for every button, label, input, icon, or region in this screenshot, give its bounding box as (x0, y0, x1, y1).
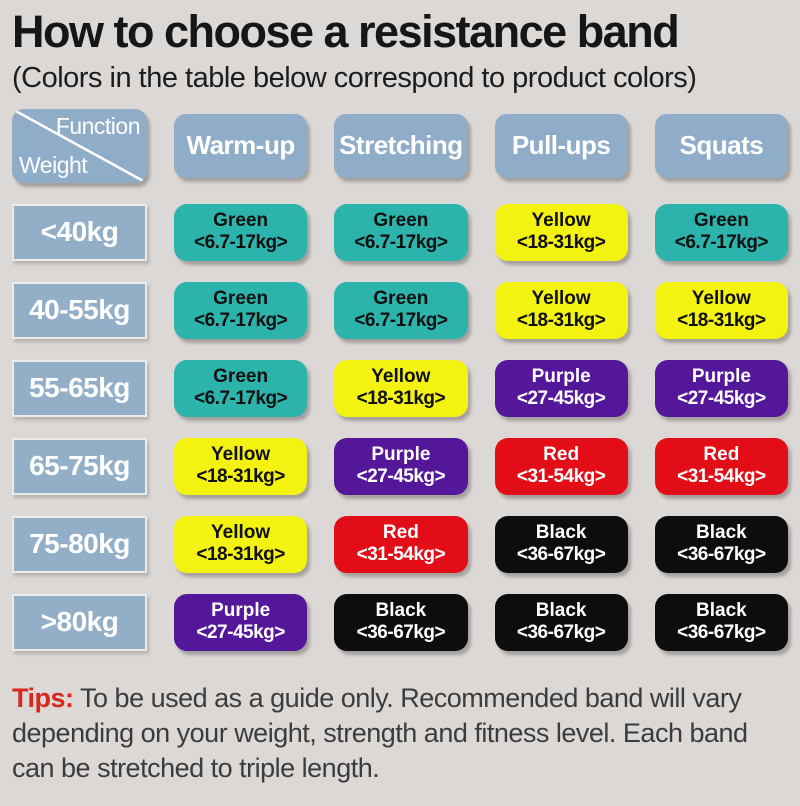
band-color-name: Red (703, 443, 740, 465)
band-color-name: Yellow (691, 287, 751, 309)
weight-cell: >80kg (12, 593, 147, 651)
column-header-warm-up: Warm-up (174, 113, 308, 178)
band-color-name: Yellow (211, 443, 271, 465)
band-color-name: Black (535, 521, 587, 543)
column-header-squats: Squats (654, 113, 788, 178)
band-cell: Black <36-67kg> (334, 593, 468, 651)
page-title: How to choose a resistance band (12, 6, 680, 57)
infographic-page: How to choose a resistance band (Colors … (0, 6, 800, 806)
band-color-name: Red (382, 521, 419, 543)
band-cell: Purple <27-45kg> (334, 437, 468, 495)
band-cell: Red <31-54kg> (334, 515, 468, 573)
band-weight-range: <27-45kg> (516, 388, 606, 410)
column-header-stretching: Stretching (334, 113, 468, 178)
weight-cell: <40kg (12, 203, 147, 261)
diagonal-divider-line (12, 108, 147, 183)
band-weight-range: <6.7-17kg> (674, 232, 769, 254)
weight-cell: 65-75kg (12, 437, 147, 495)
band-color-name: Purple (371, 443, 431, 465)
band-weight-range: <31-54kg> (516, 466, 606, 488)
band-color-name: Green (213, 209, 269, 231)
band-cell: Green <6.7-17kg> (334, 203, 468, 261)
corner-function-label: Function (55, 112, 141, 139)
band-cell: Green <6.7-17kg> (174, 203, 308, 261)
band-cell: Purple <27-45kg> (654, 359, 788, 417)
band-weight-range: <18-31kg> (516, 232, 606, 254)
page-subtitle: (Colors in the table below correspond to… (12, 61, 697, 94)
band-weight-range: <27-45kg> (356, 466, 446, 488)
band-cell: Purple <27-45kg> (494, 359, 628, 417)
band-cell: Yellow <18-31kg> (174, 515, 308, 573)
band-weight-range: <18-31kg> (677, 310, 766, 332)
band-color-name: Green (213, 287, 269, 309)
band-color-name: Black (696, 599, 747, 621)
corner-header-cell: Function Weight (12, 108, 147, 183)
band-color-name: Black (696, 521, 747, 543)
tips-text: To be used as a guide only. Recommended … (12, 682, 748, 783)
band-weight-range: <36-67kg> (516, 622, 606, 644)
band-weight-range: <36-67kg> (516, 544, 606, 566)
band-color-name: Yellow (531, 209, 591, 231)
corner-weight-label: Weight (19, 151, 88, 178)
band-color-name: Yellow (371, 365, 431, 387)
band-cell: Yellow <18-31kg> (174, 437, 308, 495)
band-weight-range: <31-54kg> (356, 544, 446, 566)
band-color-name: Purple (691, 365, 751, 387)
band-cell: Green <6.7-17kg> (174, 281, 308, 339)
weight-cell: 75-80kg (12, 515, 147, 573)
band-cell: Green <6.7-17kg> (654, 203, 788, 261)
band-color-name: Black (535, 599, 587, 621)
band-cell: Yellow <18-31kg> (494, 281, 628, 339)
tips-label: Tips: (12, 682, 74, 713)
band-weight-range: <6.7-17kg> (354, 232, 448, 254)
column-header-pull-ups: Pull-ups (494, 113, 628, 178)
band-cell: Green <6.7-17kg> (174, 359, 308, 417)
band-weight-range: <6.7-17kg> (354, 310, 448, 332)
band-weight-range: <6.7-17kg> (194, 310, 288, 332)
band-cell: Black <36-67kg> (654, 515, 788, 573)
band-cell: Yellow <18-31kg> (334, 359, 468, 417)
band-weight-range: <27-45kg> (677, 388, 766, 410)
band-color-name: Red (543, 443, 580, 465)
band-weight-range: <18-31kg> (516, 310, 606, 332)
band-cell: Red <31-54kg> (654, 437, 788, 495)
band-cell: Black <36-67kg> (494, 515, 628, 573)
band-weight-range: <18-31kg> (196, 466, 285, 488)
band-cell: Purple <27-45kg> (174, 593, 308, 651)
band-weight-range: <27-45kg> (196, 622, 285, 644)
band-cell: Black <36-67kg> (494, 593, 628, 651)
band-cell: Black <36-67kg> (654, 593, 788, 651)
band-color-name: Green (373, 287, 429, 309)
band-cell: Red <31-54kg> (494, 437, 628, 495)
weight-cell: 40-55kg (12, 281, 147, 339)
tips-paragraph: Tips: To be used as a guide only. Recomm… (12, 681, 788, 786)
band-weight-range: <31-54kg> (677, 466, 766, 488)
band-color-name: Green (213, 365, 269, 387)
band-cell: Yellow <18-31kg> (494, 203, 628, 261)
band-color-name: Yellow (211, 521, 271, 543)
band-weight-range: <36-67kg> (677, 622, 766, 644)
band-weight-range: <6.7-17kg> (194, 232, 288, 254)
band-color-name: Yellow (531, 287, 591, 309)
band-selection-table: Function Weight Warm-up Stretching Pull-… (12, 108, 788, 651)
band-weight-range: <6.7-17kg> (194, 388, 288, 410)
band-weight-range: <36-67kg> (677, 544, 766, 566)
band-weight-range: <36-67kg> (356, 622, 446, 644)
band-weight-range: <18-31kg> (196, 544, 285, 566)
band-color-name: Black (375, 599, 427, 621)
band-color-name: Green (373, 209, 429, 231)
band-color-name: Purple (211, 599, 271, 621)
band-cell: Green <6.7-17kg> (334, 281, 468, 339)
band-weight-range: <18-31kg> (356, 388, 446, 410)
band-color-name: Purple (531, 365, 591, 387)
band-color-name: Green (693, 209, 749, 231)
weight-cell: 55-65kg (12, 359, 147, 417)
band-cell: Yellow <18-31kg> (654, 281, 788, 339)
